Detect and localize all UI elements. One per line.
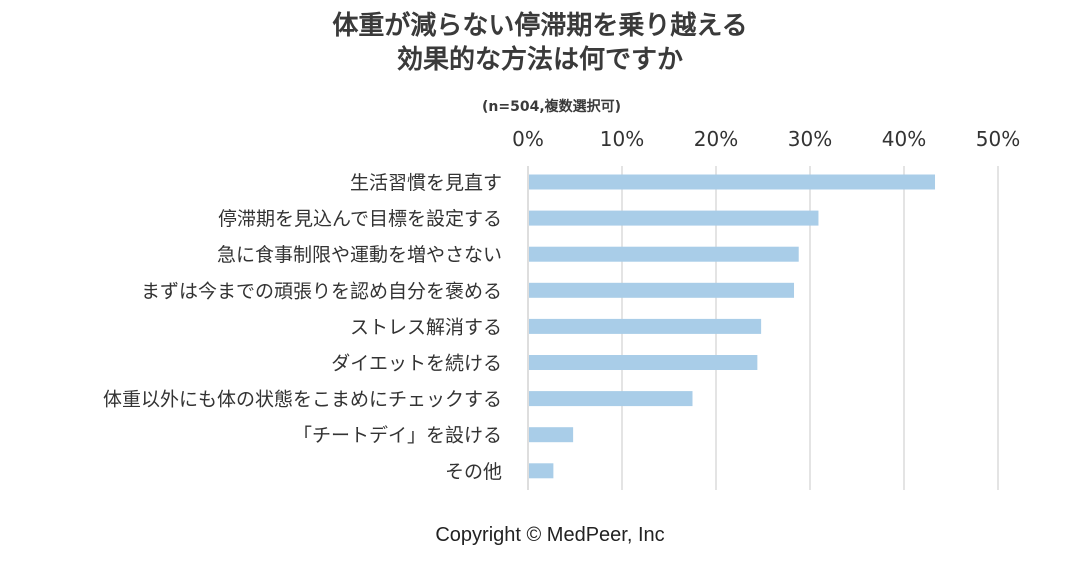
- chart-title: 体重が減らない停滞期を乗り越える 効果的な方法は何ですか: [332, 10, 747, 75]
- bar-4: [529, 282, 795, 298]
- chart-title-line-1: 体重が減らない停滞期を乗り越える: [332, 10, 747, 41]
- copyright-text: Copyright © MedPeer, Inc: [435, 524, 664, 546]
- x-tick-label-10: 10%: [600, 127, 644, 151]
- category-label-2: 停滞期を見込んで目標を設定する: [218, 208, 502, 230]
- x-tick-label-50: 50%: [976, 127, 1020, 151]
- category-label-1: 生活習慣を見直す: [350, 172, 502, 194]
- category-labels: 生活習慣を見直す停滞期を見込んで目標を設定する急に食事制限や運動を増やさないまず…: [103, 172, 502, 483]
- bar-8: [529, 427, 574, 443]
- bar-2: [529, 210, 819, 226]
- x-axis-ticks: 0% 10% 20% 30% 40% 50%: [512, 127, 1020, 151]
- bar-5: [529, 318, 762, 334]
- bar-3: [529, 246, 799, 262]
- bar-6: [529, 355, 758, 370]
- bar-1: [529, 174, 936, 190]
- category-label-3: 急に食事制限や運動を増やさない: [217, 244, 502, 266]
- bars: [529, 174, 936, 479]
- category-label-8: 「チートデイ」を設ける: [293, 425, 502, 447]
- x-tick-label-30: 30%: [788, 127, 832, 151]
- bar-7: [529, 391, 693, 407]
- sample-size-note: (n=504,複数選択可): [482, 98, 621, 115]
- category-label-7: 体重以外にも体の状態をこまめにチェックする: [103, 389, 502, 411]
- bar-9: [529, 463, 554, 479]
- x-tick-label-40: 40%: [882, 127, 926, 151]
- category-label-9: その他: [445, 461, 502, 483]
- x-tick-label-20: 20%: [694, 127, 738, 151]
- chart-title-line-2: 効果的な方法は何ですか: [397, 44, 683, 75]
- category-label-5: ストレス解消する: [350, 316, 502, 338]
- x-tick-label-0: 0%: [512, 127, 544, 151]
- category-label-6: ダイエットを続ける: [331, 353, 502, 375]
- category-label-4: まずは今までの頑張りを認め自分を褒める: [141, 280, 502, 302]
